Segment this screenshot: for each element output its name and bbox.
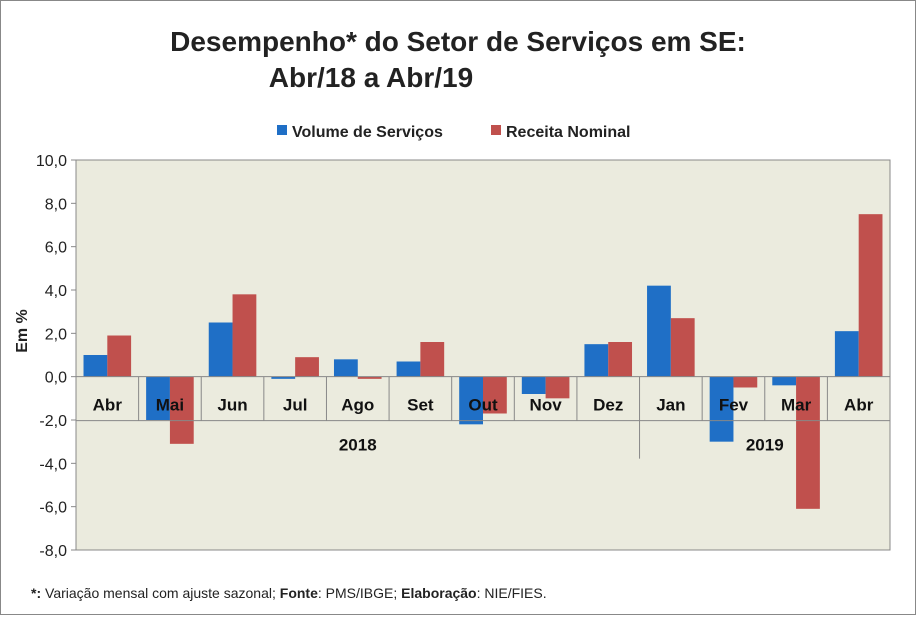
footnote-text1: Variação mensal com ajuste sazonal;	[41, 585, 280, 601]
plot-area	[75, 159, 891, 551]
year-label: 2018	[339, 436, 377, 455]
bar-volume	[271, 376, 296, 379]
legend-label-volume: Volume de Serviços	[292, 124, 443, 141]
x-tick-label: Dez	[593, 396, 623, 415]
bar-volume	[83, 355, 108, 377]
bar-volume	[647, 285, 671, 377]
y-tick-label: 0,0	[45, 370, 67, 387]
y-tick-label: 4,0	[45, 283, 67, 300]
footnote-elab: Elaboração	[401, 585, 476, 601]
y-tick-label: 2,0	[45, 326, 67, 343]
bar-receita	[357, 376, 382, 379]
year-label: 2019	[746, 436, 784, 455]
bar-volume	[208, 322, 233, 377]
x-tick-label: Jun	[217, 396, 247, 415]
bar-receita	[295, 357, 319, 377]
y-tick-label: -6,0	[39, 500, 67, 517]
legend: Volume de Serviços Receita Nominal	[277, 124, 630, 141]
bar-receita	[420, 342, 445, 377]
x-tick-label: Fev	[719, 396, 749, 415]
y-tick-label: 10,0	[36, 153, 67, 170]
y-tick-label: 6,0	[45, 240, 67, 257]
y-tick-label: -8,0	[39, 543, 67, 560]
chart-title-line1: Desempenho* do Setor de Serviços em SE:	[170, 26, 746, 57]
bar-volume	[146, 376, 170, 420]
bar-receita	[858, 214, 883, 377]
bar-volume	[333, 359, 358, 377]
legend-swatch-volume	[277, 125, 287, 135]
bar-receita	[232, 294, 257, 377]
bar-volume	[521, 376, 546, 394]
bar-volume	[459, 376, 483, 425]
y-tick-label: -2,0	[39, 413, 67, 430]
bar-volume	[396, 361, 421, 377]
footnote: *: Variação mensal com ajuste sazonal; F…	[31, 585, 547, 601]
x-tick-label: Ago	[341, 396, 374, 415]
bar-volume	[834, 331, 859, 377]
bar-volume	[584, 344, 609, 377]
bar-volume	[709, 376, 734, 442]
footnote-text2: : PMS/IBGE;	[318, 585, 401, 601]
x-tick-label: Abr	[93, 396, 123, 415]
bar-receita	[608, 342, 633, 377]
x-tick-label: Mar	[781, 396, 812, 415]
x-tick-label: Nov	[530, 396, 563, 415]
footnote-star: *:	[31, 585, 41, 601]
bar-receita	[670, 318, 695, 377]
x-tick-label: Set	[407, 396, 434, 415]
bar-receita	[483, 376, 507, 414]
chart-title-line2: Abr/18 a Abr/19	[269, 62, 473, 93]
bar-receita	[107, 335, 132, 377]
x-tick-label: Mai	[156, 396, 184, 415]
y-tick-label: 8,0	[45, 196, 67, 213]
x-tick-label: Jan	[656, 396, 685, 415]
bar-receita	[733, 376, 758, 388]
bar-receita	[169, 376, 194, 444]
bar-receita	[796, 376, 820, 509]
legend-label-receita: Receita Nominal	[506, 124, 630, 141]
y-tick-label: -4,0	[39, 456, 67, 473]
bar-volume	[772, 376, 797, 386]
y-axis-label: Em %	[14, 309, 31, 353]
bar-receita	[545, 376, 570, 399]
footnote-fonte: Fonte	[280, 585, 318, 601]
footnote-text3: : NIE/FIES.	[477, 585, 547, 601]
x-tick-label: Out	[468, 396, 498, 415]
x-tick-label: Jul	[283, 396, 308, 415]
legend-swatch-receita	[491, 125, 501, 135]
x-tick-label: Abr	[844, 396, 874, 415]
